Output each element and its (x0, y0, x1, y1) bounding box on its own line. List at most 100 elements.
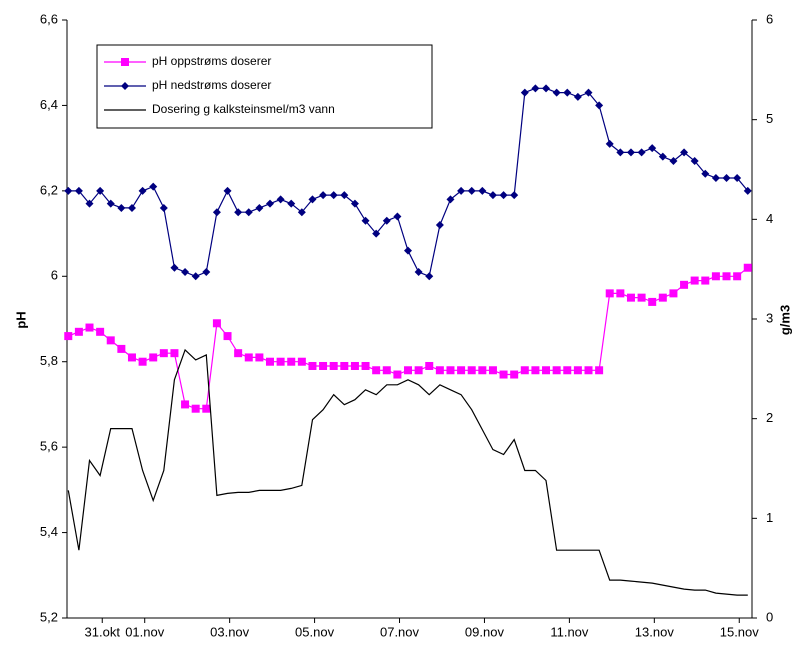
legend-marker (121, 82, 129, 90)
marker (404, 246, 413, 255)
marker (117, 203, 126, 212)
y-tick-label: 5,4 (40, 524, 58, 539)
marker (510, 370, 519, 379)
marker (106, 199, 115, 208)
y-tick-label: 6,4 (40, 97, 58, 112)
marker (584, 366, 593, 375)
marker (170, 263, 179, 272)
marker (520, 366, 529, 375)
marker (414, 268, 423, 277)
y-tick-label: 5,6 (40, 439, 58, 454)
marker (595, 101, 604, 110)
marker (510, 191, 519, 200)
marker (287, 199, 296, 208)
marker (181, 400, 190, 409)
y-tick-label: 6 (51, 268, 58, 283)
marker (319, 361, 328, 370)
y2-tick-label: 2 (766, 410, 773, 425)
x-tick-label: 03.nov (210, 624, 250, 639)
marker (159, 203, 168, 212)
y-tick-label: 6,2 (40, 182, 58, 197)
y-tick-label: 5,2 (40, 609, 58, 624)
legend-marker (121, 58, 129, 66)
marker (457, 186, 466, 195)
marker (488, 191, 497, 200)
x-tick-label: 15.nov (720, 624, 760, 639)
y2-tick-label: 1 (766, 510, 773, 525)
marker (542, 366, 551, 375)
marker (711, 272, 720, 281)
marker (340, 361, 349, 370)
y2-tick-label: 3 (766, 310, 773, 325)
marker (372, 229, 381, 238)
marker (435, 366, 444, 375)
marker (297, 357, 306, 366)
marker (488, 366, 497, 375)
marker (382, 366, 391, 375)
marker (191, 272, 200, 281)
x-tick-label: 07.nov (380, 624, 420, 639)
marker (202, 268, 211, 277)
x-tick-label: 01.nov (125, 624, 165, 639)
legend-label: Dosering g kalksteinsmel/m3 vann (152, 102, 335, 116)
marker (573, 366, 582, 375)
marker (563, 88, 572, 97)
marker (425, 361, 434, 370)
marker (223, 332, 232, 341)
marker (648, 144, 657, 153)
marker (361, 361, 370, 370)
marker (393, 370, 402, 379)
marker (457, 366, 466, 375)
marker (626, 293, 635, 302)
y-tick-label: 6,6 (40, 11, 58, 26)
marker (340, 191, 349, 200)
marker (605, 289, 614, 298)
x-tick-label: 11.nov (550, 624, 589, 639)
marker (658, 152, 667, 161)
marker (202, 404, 211, 413)
marker (573, 92, 582, 101)
marker (616, 148, 625, 157)
marker (297, 208, 306, 217)
marker (74, 186, 83, 195)
marker (584, 88, 593, 97)
marker (244, 353, 253, 362)
marker (255, 203, 264, 212)
marker (117, 344, 126, 353)
marker (425, 272, 434, 281)
marker (542, 84, 551, 93)
marker (350, 361, 359, 370)
x-tick-label: 05.nov (295, 624, 335, 639)
marker (711, 174, 720, 183)
marker (669, 156, 678, 165)
marker (552, 88, 561, 97)
marker (106, 336, 115, 345)
marker (234, 349, 243, 358)
marker (680, 148, 689, 157)
marker (276, 195, 285, 204)
marker (74, 327, 83, 336)
x-tick-label: 13.nov (635, 624, 675, 639)
marker (499, 191, 508, 200)
legend-label: pH nedstrøms doserer (152, 78, 271, 92)
marker (127, 203, 136, 212)
marker (85, 199, 94, 208)
marker (64, 332, 73, 341)
legend-box (96, 44, 433, 129)
marker (138, 357, 147, 366)
marker (552, 366, 561, 375)
marker (743, 186, 752, 195)
marker (478, 186, 487, 195)
series-line (67, 348, 748, 596)
marker (64, 186, 73, 195)
marker (637, 293, 646, 302)
marker (212, 208, 221, 217)
marker (722, 272, 731, 281)
marker (690, 156, 699, 165)
marker (446, 195, 455, 204)
marker (329, 191, 338, 200)
marker (733, 174, 742, 183)
marker (159, 349, 168, 358)
marker (255, 353, 264, 362)
marker (616, 289, 625, 298)
